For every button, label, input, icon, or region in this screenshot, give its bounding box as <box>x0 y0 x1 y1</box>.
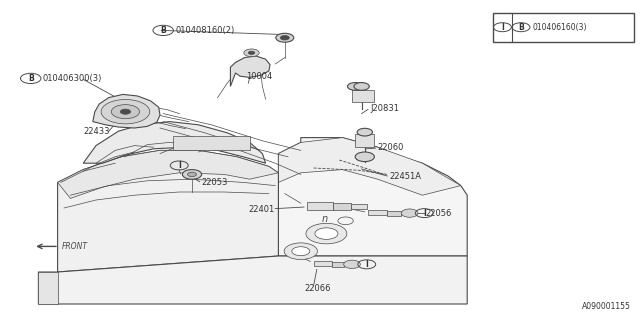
Text: 010408160(2): 010408160(2) <box>176 26 236 35</box>
Text: 22451A: 22451A <box>389 172 421 181</box>
Text: n: n <box>322 214 328 224</box>
Bar <box>332 262 344 267</box>
Circle shape <box>248 51 255 54</box>
Bar <box>173 136 250 150</box>
Text: 22433: 22433 <box>83 127 109 136</box>
Circle shape <box>276 33 294 42</box>
Text: I: I <box>501 23 504 32</box>
Circle shape <box>101 100 150 124</box>
Circle shape <box>357 128 372 136</box>
Bar <box>314 261 332 266</box>
Text: 010406160(3): 010406160(3) <box>532 23 587 32</box>
Polygon shape <box>58 150 278 198</box>
Circle shape <box>188 172 196 177</box>
Circle shape <box>354 83 369 90</box>
Bar <box>368 210 387 215</box>
Polygon shape <box>278 138 461 195</box>
Bar <box>333 203 351 210</box>
Polygon shape <box>38 256 467 304</box>
Circle shape <box>401 209 418 217</box>
Circle shape <box>280 36 289 40</box>
Text: B: B <box>161 26 166 35</box>
Text: FRONT: FRONT <box>62 242 88 251</box>
Bar <box>355 134 374 147</box>
Text: B: B <box>28 74 33 83</box>
Text: I: I <box>423 209 426 218</box>
Text: A090001155: A090001155 <box>582 302 630 311</box>
Bar <box>307 202 333 210</box>
Polygon shape <box>278 138 467 256</box>
Polygon shape <box>83 122 266 163</box>
Text: 22056: 22056 <box>426 209 452 218</box>
Polygon shape <box>58 150 278 272</box>
Text: B: B <box>518 23 524 32</box>
Text: 22401: 22401 <box>248 205 275 214</box>
Text: I: I <box>365 260 368 269</box>
Text: I: I <box>178 161 180 170</box>
Polygon shape <box>93 94 160 128</box>
Circle shape <box>348 83 363 90</box>
Text: 10004: 10004 <box>246 72 273 81</box>
Text: 22053: 22053 <box>202 178 228 187</box>
Circle shape <box>182 170 202 179</box>
Circle shape <box>315 228 338 239</box>
Circle shape <box>111 105 140 119</box>
Polygon shape <box>230 56 270 86</box>
Bar <box>351 204 367 209</box>
Circle shape <box>244 49 259 57</box>
Bar <box>387 211 401 216</box>
Text: 22060: 22060 <box>378 143 404 152</box>
Circle shape <box>292 247 310 256</box>
Polygon shape <box>38 272 58 304</box>
Circle shape <box>284 243 317 260</box>
Circle shape <box>355 152 374 162</box>
Circle shape <box>344 260 360 268</box>
Circle shape <box>306 223 347 244</box>
Text: 22066: 22066 <box>304 284 330 293</box>
Text: J20831: J20831 <box>370 104 399 113</box>
Text: 010406300(3): 010406300(3) <box>42 74 102 83</box>
Bar <box>352 90 374 102</box>
Bar <box>493 13 634 42</box>
Circle shape <box>120 109 131 114</box>
